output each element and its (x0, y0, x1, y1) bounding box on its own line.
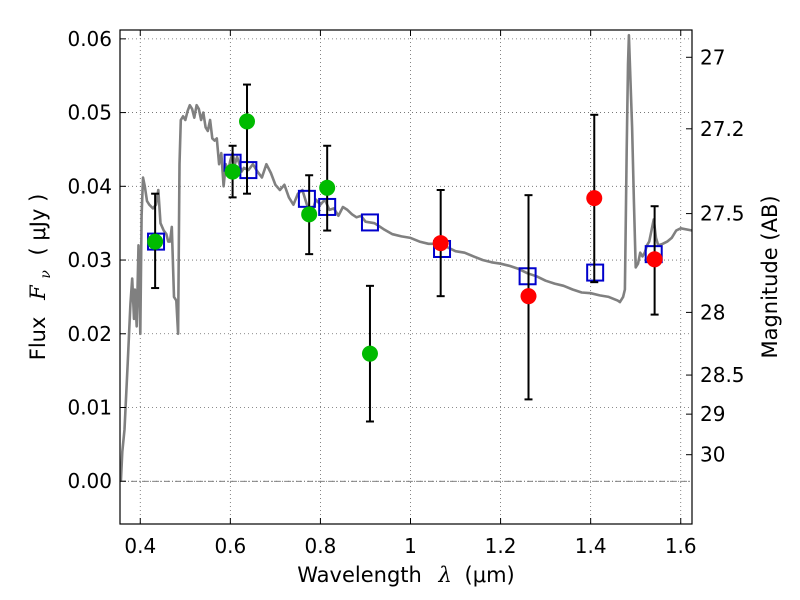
right-axis-label: Magnitude (AB) (758, 195, 782, 358)
nir-data-point (432, 235, 449, 252)
x-tick-label: 1 (404, 534, 417, 558)
nir-data-point (586, 190, 603, 207)
y-axis-label-symbol: F (26, 284, 50, 301)
model-sed-line (119, 33, 693, 482)
optical-data-point (301, 206, 318, 223)
y-tick-label: 0.01 (67, 396, 112, 420)
x-axis-label: Wavelength λ (μm) (297, 563, 514, 587)
axis-ticks: 0.4 0.6 0.8 1 1.2 1.4 1.6 0.00 0.01 0.02 0.03 0.04 0… (67, 27, 744, 558)
errorbar-layer (151, 83, 659, 423)
y-tick-label: 0.05 (67, 101, 112, 125)
x-tick-label: 1.6 (665, 534, 697, 558)
optical-data-point (361, 345, 378, 362)
optical-data-point (239, 113, 256, 130)
right-tick-label: 27.5 (700, 202, 745, 226)
optical-data-point (224, 163, 241, 180)
optical-data-point (147, 233, 164, 250)
y-axis-label: Flux F ν ( μJy ) (26, 194, 55, 361)
y-tick-label: 0.00 (67, 469, 112, 493)
grid (120, 30, 692, 524)
x-axis-label-text: Wavelength (297, 563, 422, 587)
right-tick-label: 28.5 (700, 363, 745, 387)
x-axis-label-symbol: λ (438, 563, 452, 587)
x-tick-label: 0.8 (305, 534, 337, 558)
right-tick-label: 30 (700, 443, 725, 467)
nir-data-point (520, 288, 537, 305)
x-tick-label: 1.2 (485, 534, 517, 558)
observed-points-layer (147, 113, 663, 362)
plot-frame (119, 29, 693, 525)
right-tick-label: 27 (700, 45, 725, 69)
y-tick-label: 0.03 (67, 248, 112, 272)
x-tick-label: 1.4 (575, 534, 607, 558)
x-tick-label: 0.4 (124, 534, 156, 558)
y-tick-label: 0.02 (67, 322, 112, 346)
y-tick-label: 0.04 (67, 174, 112, 198)
y-axis-label-subscript: ν (38, 270, 54, 279)
y-axis-label-unit: ( μJy ) (26, 194, 50, 256)
y-tick-label: 0.06 (67, 27, 112, 51)
right-tick-label: 28 (700, 300, 725, 324)
right-tick-label: 27.2 (700, 117, 745, 141)
optical-data-point (319, 179, 336, 196)
right-tick-label: 29 (700, 402, 725, 426)
synthetic-photometry-square (360, 213, 379, 232)
model-sed-layer (119, 33, 693, 482)
x-axis-label-unit: (μm) (465, 563, 515, 587)
nir-data-point (646, 251, 663, 268)
x-tick-label: 0.6 (214, 534, 246, 558)
y-axis-label-text: Flux (26, 317, 50, 361)
